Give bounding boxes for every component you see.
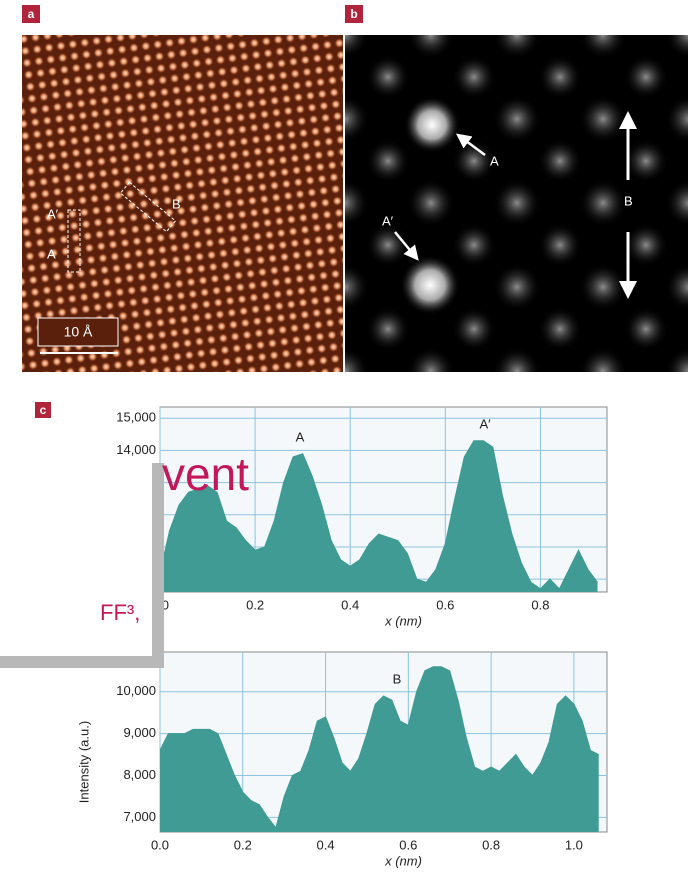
panel-label: c: [40, 403, 47, 417]
x-axis-label: x (nm): [384, 853, 422, 868]
y-tick-label: 8,000: [123, 767, 156, 782]
x-tick-label: 0.2: [234, 837, 252, 852]
annotation: A′: [479, 416, 491, 431]
bright-column: [400, 255, 460, 315]
x-tick-label: 0.6: [399, 837, 417, 852]
y-tick-label: 14,000: [116, 442, 156, 457]
overlay-border: [0, 656, 164, 668]
overlay-panel: [0, 463, 158, 658]
marker-label: A: [490, 153, 499, 168]
y-tick-label: 7,000: [123, 809, 156, 824]
marker-label: A′: [382, 213, 394, 228]
panel-label: a: [28, 7, 35, 21]
y-tick-label: 10,000: [116, 683, 156, 698]
marker-label: B: [624, 193, 633, 208]
y-tick-label: 9,000: [123, 725, 156, 740]
figure: a A′ A B 10 Å b A A′ B c 10,00011,00012,…: [0, 0, 690, 883]
marker-label: A′: [47, 206, 59, 221]
annotation: B: [393, 671, 402, 686]
x-tick-label: 0.8: [482, 837, 500, 852]
y-axis-label: Intensity (a.u.): [76, 721, 91, 803]
overlay-text: vent: [162, 448, 249, 500]
marker-label: A: [47, 246, 56, 261]
x-tick-label: 0.4: [341, 597, 359, 612]
annotation: A: [296, 429, 305, 444]
scale-bar-label: 10 Å: [64, 324, 93, 340]
marker-label: B: [172, 196, 181, 211]
x-axis-label: x (nm): [384, 613, 422, 628]
y-tick-label: 15,000: [116, 410, 156, 425]
x-tick-label: 0.6: [436, 597, 454, 612]
x-tick-label: 0.4: [317, 837, 335, 852]
bright-column: [404, 97, 460, 153]
x-tick-label: 0.8: [531, 597, 549, 612]
x-tick-label: 1.0: [565, 837, 583, 852]
overlay-text: FF³,: [100, 600, 140, 625]
x-tick-label: 0.2: [246, 597, 264, 612]
x-tick-label: 0.0: [151, 837, 169, 852]
panel-label: b: [350, 7, 357, 21]
simulated-image: [345, 35, 688, 372]
